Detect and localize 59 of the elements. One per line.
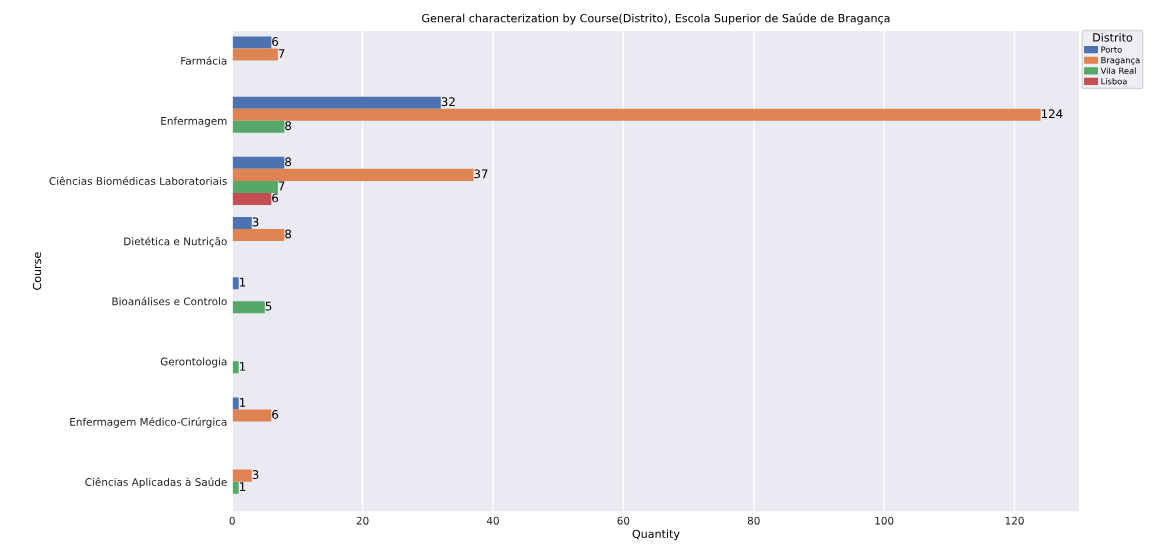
bar xyxy=(232,301,265,314)
x-tick-label: 20 xyxy=(356,516,369,525)
y-tick-label: Gerontologia xyxy=(160,357,227,368)
data-label: 32 xyxy=(441,97,455,107)
bar xyxy=(232,168,474,181)
bar xyxy=(232,361,239,374)
y-tick-label: Enfermagem xyxy=(161,116,227,127)
data-label: 3 xyxy=(252,217,259,227)
data-label: 37 xyxy=(474,169,488,179)
data-label: 8 xyxy=(285,121,292,131)
bar xyxy=(232,48,278,61)
bar xyxy=(232,409,272,422)
data-label: 124 xyxy=(1041,109,1063,118)
chart-title: General characterization by Course(Distrito), Escola Superior de Saúde de Bragança xyxy=(422,13,890,25)
bar xyxy=(232,469,252,482)
bar xyxy=(232,192,272,205)
y-tick-label: Ciências Aplicadas à Saúde xyxy=(85,477,227,488)
bar xyxy=(232,108,1041,121)
bar xyxy=(232,397,239,410)
x-tick-label: 100 xyxy=(875,516,894,525)
data-label: 5 xyxy=(265,301,272,311)
y-tick-label: Ciências Biomédicas Laboratoriais xyxy=(49,176,227,185)
bar xyxy=(232,481,239,494)
data-label: 1 xyxy=(240,482,246,491)
y-tick-label: Farmácia xyxy=(181,56,227,65)
x-tick-label: 40 xyxy=(486,516,499,525)
data-label: 7 xyxy=(278,49,285,58)
bar xyxy=(232,120,285,133)
bar xyxy=(232,277,239,290)
y-tick-label: Dietética e Nutrição xyxy=(124,236,227,248)
bar xyxy=(232,156,285,169)
x-tick-label: 60 xyxy=(617,516,630,525)
legend-label: Porto xyxy=(1101,46,1122,53)
data-label: 1 xyxy=(240,398,246,407)
data-label: 8 xyxy=(285,157,292,167)
bar xyxy=(232,180,278,193)
x-axis-title: Quantity xyxy=(632,529,680,541)
legend-title: Distrito xyxy=(1093,33,1133,42)
legend-label: Vila Real xyxy=(1100,67,1136,74)
legend-label: Bragança xyxy=(1101,57,1140,65)
data-label: 1 xyxy=(240,362,246,371)
y-axis-title: Course xyxy=(32,252,42,290)
x-tick-label: 120 xyxy=(1005,516,1024,525)
legend-label: Lisboa xyxy=(1101,77,1127,85)
x-tick-label: 80 xyxy=(747,516,760,525)
data-label: 6 xyxy=(272,409,279,419)
data-label: 7 xyxy=(278,181,285,191)
data-label: 3 xyxy=(252,470,259,480)
data-label: 1 xyxy=(240,277,246,287)
x-tick-label: 0 xyxy=(229,516,235,525)
data-label: 8 xyxy=(285,229,292,239)
bar xyxy=(232,96,441,109)
bar xyxy=(232,216,252,230)
bar xyxy=(232,36,272,49)
y-tick-label: Enfermagem Médico-Cirúrgica xyxy=(70,417,227,428)
data-label: 6 xyxy=(272,193,279,203)
data-label: 6 xyxy=(272,37,279,46)
bar xyxy=(232,229,285,242)
y-tick-label: Bioanálises e Controlo xyxy=(112,296,227,306)
